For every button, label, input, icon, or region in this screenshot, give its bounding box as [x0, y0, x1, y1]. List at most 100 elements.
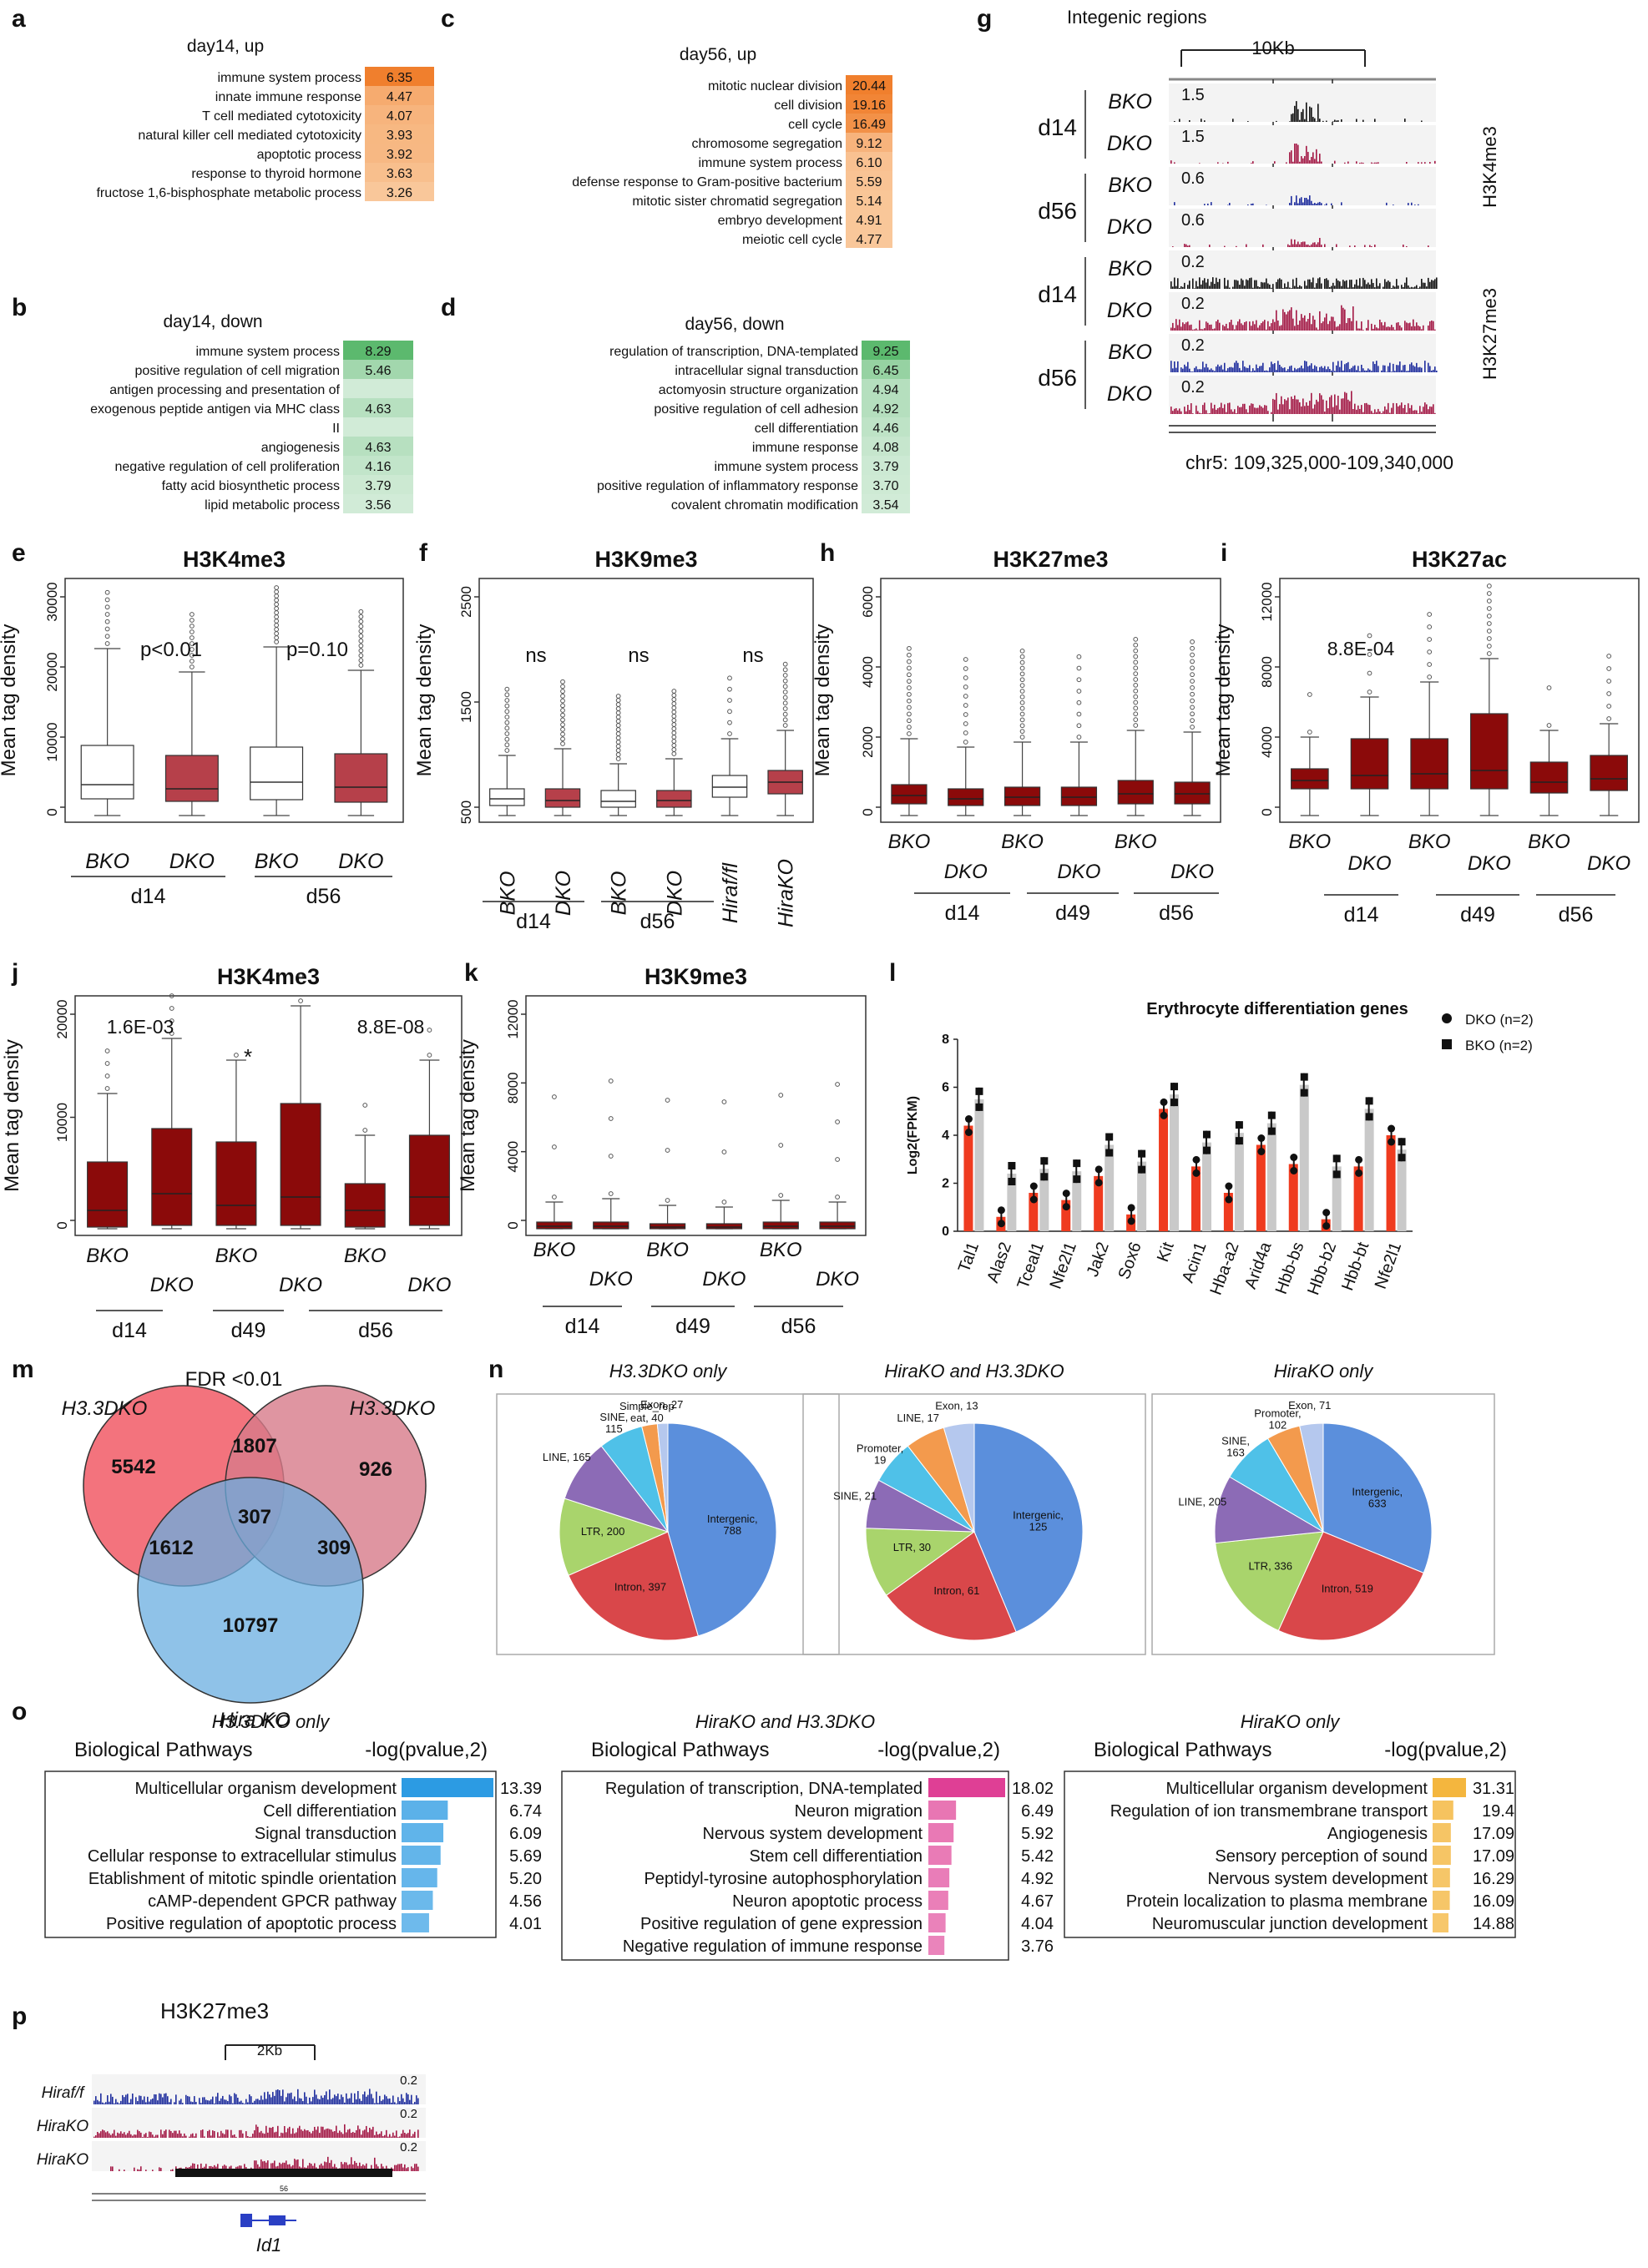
signal-bar — [1249, 405, 1251, 414]
signal-bar — [311, 2164, 312, 2171]
venn-set-label: H3.3DKO — [62, 1397, 148, 1420]
signal-bar — [1266, 370, 1267, 372]
signal-bar — [1194, 288, 1196, 289]
signal-bar — [1306, 145, 1307, 164]
outlier — [782, 689, 788, 695]
signal-bar — [1419, 326, 1421, 331]
signal-bar — [270, 2163, 272, 2171]
signal-bar — [1339, 366, 1341, 372]
heat-cell — [862, 417, 910, 437]
signal-bar — [344, 2124, 346, 2138]
signal-bar — [331, 2159, 332, 2171]
signal-bar — [1242, 403, 1244, 414]
signal-bar — [1359, 408, 1361, 414]
signal-bar — [1393, 326, 1394, 331]
signal-bar — [1369, 245, 1371, 247]
signal-bar — [1364, 245, 1366, 247]
venn-set-label: H3.3DKO — [350, 1397, 436, 1420]
signal-bar — [1329, 369, 1331, 372]
signal-bar — [1199, 369, 1201, 372]
box — [215, 1141, 257, 1226]
y-tick-label: 500 — [458, 801, 474, 824]
signal-bar — [1374, 287, 1376, 289]
signal-bar — [1197, 330, 1199, 331]
signal-bar — [1384, 406, 1386, 414]
signal-bar — [1361, 364, 1362, 372]
signal-bar — [1281, 366, 1282, 372]
signal-bar — [245, 2099, 247, 2104]
bar-dko — [1223, 1193, 1233, 1231]
signal-bar — [1376, 278, 1378, 289]
outlier — [234, 1053, 239, 1058]
panel-label-g: g — [977, 5, 992, 33]
x-label: DKO — [816, 1268, 859, 1291]
signal-bar — [1334, 371, 1336, 372]
signal-bar — [334, 2164, 336, 2171]
box — [408, 1134, 450, 1226]
signal-bar — [117, 2102, 119, 2104]
signal-bar — [1307, 279, 1309, 289]
outlier — [169, 1031, 174, 1036]
signal-bar — [1191, 324, 1192, 331]
pathway-term: Nervous system development — [703, 1825, 923, 1843]
signal-bar — [1241, 370, 1242, 372]
pie-label-line: Exon, 71 — [1288, 1399, 1331, 1412]
signal-bar — [402, 2129, 404, 2138]
signal-bar — [1317, 402, 1319, 414]
signal-bar — [1369, 405, 1371, 414]
signal-bar — [1413, 319, 1414, 331]
signal-bar — [220, 2098, 222, 2104]
signal-bar — [270, 2128, 272, 2138]
go-term: response to thyroid hormone — [191, 167, 361, 181]
bar-bko — [1266, 1123, 1276, 1231]
signal-bar — [1212, 408, 1214, 414]
signal-bar — [1299, 402, 1301, 414]
signal-bar — [366, 2163, 367, 2171]
pathway-term: Positive regulation of apoptotic process — [106, 1915, 397, 1933]
pie-label-line: Intron, 397 — [614, 1581, 666, 1594]
go-score: 4.94 — [872, 383, 898, 397]
pie-label: Intron, 397 — [614, 1581, 666, 1594]
outlier — [608, 1154, 614, 1159]
outlier — [608, 1078, 614, 1083]
signal-bar — [337, 2094, 339, 2104]
signal-bar — [1281, 325, 1282, 331]
signal-bar — [1416, 362, 1418, 372]
point-bko — [1398, 1138, 1406, 1146]
signal-bar — [1421, 279, 1423, 289]
signal-bar — [312, 2097, 314, 2104]
signal-bar — [1428, 325, 1429, 331]
outlier — [963, 694, 968, 699]
signal-bar — [267, 2160, 269, 2171]
signal-bar — [1433, 370, 1434, 372]
signal-bar — [202, 2097, 204, 2104]
signal-bar — [1261, 323, 1262, 331]
signal-bar — [264, 2092, 265, 2104]
signal-bar — [1201, 413, 1202, 414]
x-label: BKO — [215, 1245, 258, 1267]
signal-bar — [344, 2102, 346, 2104]
x-label: DKO — [1587, 852, 1630, 875]
signal-bar — [1311, 107, 1312, 122]
signal-bar — [117, 2132, 119, 2138]
signal-bar — [1174, 277, 1175, 289]
signal-bar — [1204, 278, 1206, 289]
signal-bar — [1411, 326, 1413, 331]
signal-bar — [1252, 403, 1254, 414]
outlier — [671, 705, 677, 710]
signal-bar — [1374, 325, 1376, 331]
go-term: positive regulation of cell migration — [135, 364, 340, 378]
signal-bar — [1185, 411, 1187, 414]
y-tick-label: 0 — [505, 1221, 521, 1229]
outlier — [671, 739, 677, 744]
bar-dko — [1288, 1164, 1298, 1231]
signal-bar — [1433, 280, 1434, 289]
signal-bar — [1292, 113, 1294, 122]
signal-bar — [239, 2101, 240, 2104]
signal-bar — [254, 2130, 255, 2138]
signal-bar — [321, 2163, 322, 2171]
heat-cell — [343, 475, 413, 494]
signal-bar — [1409, 322, 1411, 331]
signal-bar — [1274, 321, 1276, 331]
signal-bar — [1289, 203, 1291, 205]
